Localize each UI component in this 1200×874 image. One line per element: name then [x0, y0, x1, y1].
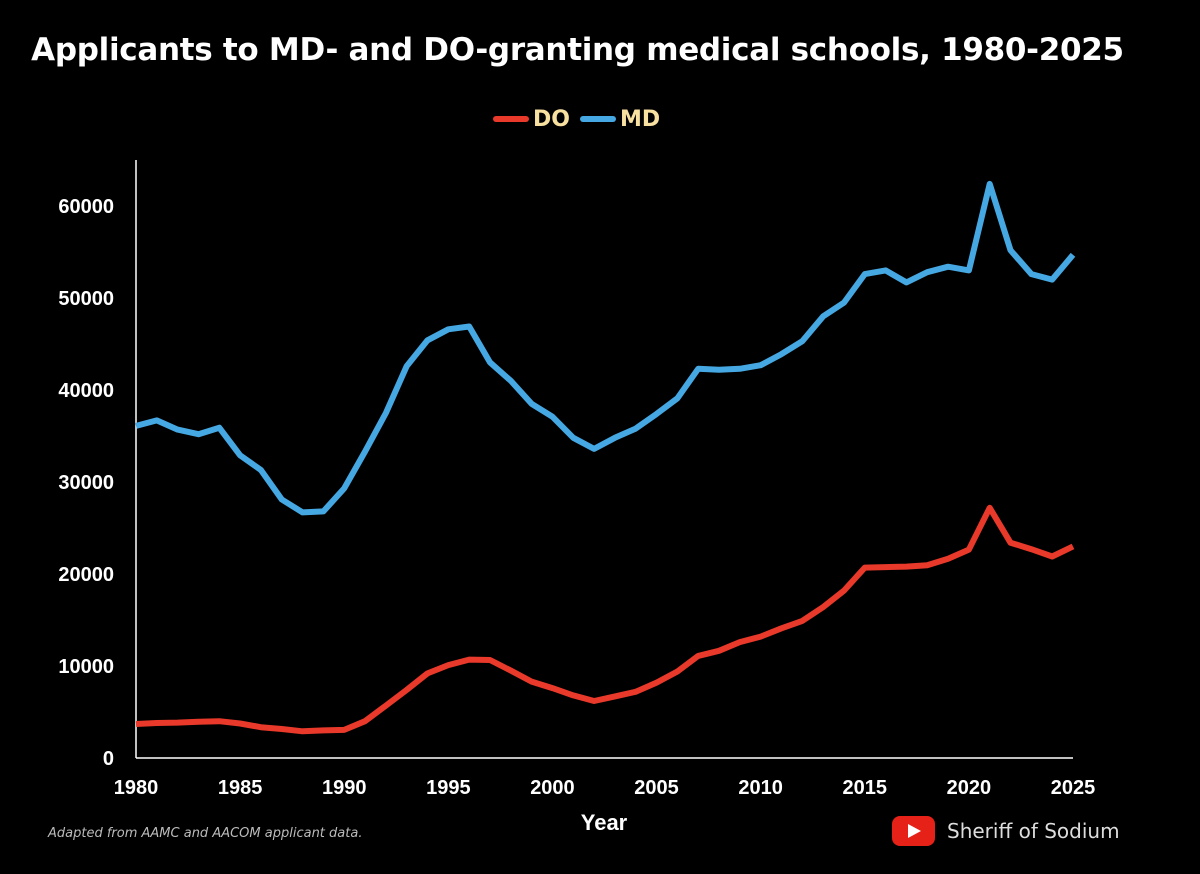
x-tick-label: 1980 — [114, 777, 159, 799]
y-tick-label: 20000 — [58, 564, 114, 586]
x-tick-label: 2015 — [843, 777, 888, 799]
legend-swatch-md — [579, 116, 616, 122]
chart-title: Applicants to MD- and DO-granting medica… — [31, 32, 1124, 68]
x-axis-label: Year — [581, 810, 628, 835]
series-lines — [135, 180, 1076, 735]
x-tick-label: 2025 — [1051, 777, 1096, 799]
legend-item-do: DO — [493, 107, 570, 132]
channel-name: Sheriff of Sodium — [947, 819, 1120, 843]
x-tick-label: 2000 — [530, 777, 575, 799]
y-tick-labels: 0 10000 20000 30000 40000 50000 60000 — [58, 196, 114, 770]
legend-item-md: MD — [579, 106, 661, 132]
x-tick-label: 1990 — [322, 777, 367, 799]
legend-label-do: DO — [533, 106, 570, 132]
x-tick-label: 2010 — [738, 777, 783, 799]
y-tick-label: 0 — [103, 748, 114, 770]
series-line-do — [135, 504, 1075, 735]
source-footnote: Adapted from AAMC and AACOM applicant da… — [48, 826, 363, 841]
x-tick-label: 1985 — [218, 777, 263, 799]
youtube-play-icon — [892, 816, 935, 846]
x-tick-label: 2020 — [947, 777, 992, 799]
channel-credit: Sheriff of Sodium — [892, 816, 1120, 846]
y-tick-label: 10000 — [58, 656, 114, 678]
y-tick-label: 50000 — [58, 288, 114, 310]
legend-swatch-do — [493, 116, 529, 122]
x-tick-labels: 1980 1985 1990 1995 2000 2005 2010 2015 2020 2025 — [114, 777, 1096, 799]
chart-legend: DO MD — [493, 104, 670, 134]
y-tick-label: 40000 — [58, 380, 114, 402]
y-tick-label: 60000 — [58, 196, 114, 218]
legend-label-md: MD — [619, 106, 661, 132]
x-tick-label: 2005 — [634, 777, 679, 799]
series-line-md — [135, 180, 1076, 516]
x-tick-label: 1995 — [426, 777, 471, 799]
chart-axes — [135, 160, 1073, 759]
y-tick-label: 30000 — [58, 472, 114, 494]
